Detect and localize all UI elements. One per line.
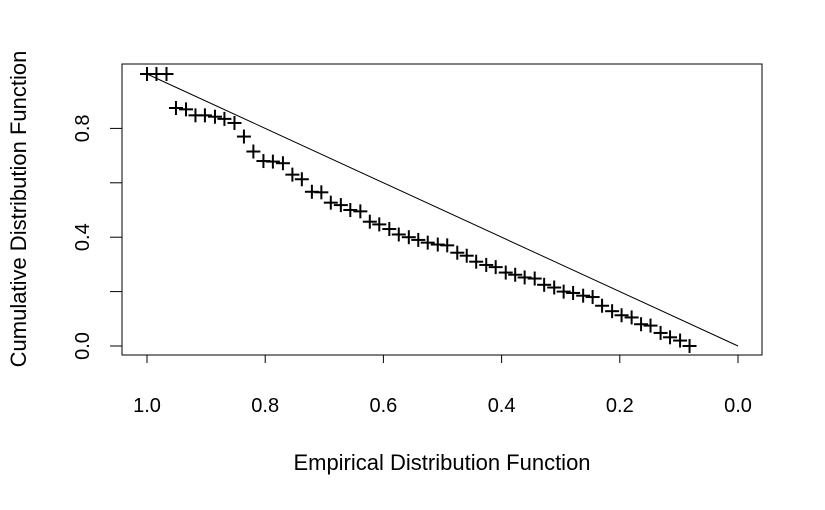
data-point bbox=[285, 167, 300, 182]
x-tick-label: 0.2 bbox=[606, 395, 634, 417]
data-point bbox=[333, 198, 348, 213]
data-point bbox=[508, 267, 523, 282]
data-point bbox=[517, 270, 532, 285]
y-tick-label: 0.4 bbox=[72, 223, 94, 251]
x-tick-label: 1.0 bbox=[133, 395, 161, 417]
data-point bbox=[159, 67, 174, 81]
y-axis-label: Cumulative Distribution Function bbox=[6, 51, 31, 368]
data-point bbox=[217, 111, 232, 126]
x-axis: 1.0 0.8 0.6 0.4 0.2 0.0 bbox=[133, 354, 752, 417]
reference-line bbox=[146, 73, 739, 347]
data-point bbox=[227, 115, 242, 130]
x-tick-label: 0.6 bbox=[369, 395, 397, 417]
data-point bbox=[197, 108, 212, 123]
data-point bbox=[682, 339, 697, 353]
reference-line-layer bbox=[146, 73, 739, 347]
data-point bbox=[643, 318, 658, 333]
data-point bbox=[420, 235, 435, 250]
data-point bbox=[275, 156, 290, 171]
data-point bbox=[168, 101, 183, 115]
data-point bbox=[488, 260, 503, 275]
x-axis-label: Empirical Distribution Function bbox=[293, 450, 590, 475]
data-point bbox=[314, 185, 329, 200]
data-point bbox=[391, 227, 406, 242]
data-point bbox=[663, 330, 678, 345]
data-point bbox=[527, 271, 542, 286]
data-point bbox=[207, 109, 222, 124]
data-point bbox=[595, 298, 610, 313]
points-layer bbox=[140, 67, 697, 353]
y-axis: 0.0 0.4 0.8 bbox=[72, 114, 123, 360]
data-point bbox=[372, 217, 387, 232]
data-point bbox=[343, 203, 358, 217]
data-point bbox=[556, 284, 571, 299]
data-point bbox=[673, 333, 688, 348]
data-point bbox=[265, 154, 280, 169]
data-point bbox=[323, 195, 338, 210]
y-tick-label: 0.8 bbox=[72, 114, 94, 142]
data-point bbox=[498, 265, 513, 280]
x-tick-label: 0.8 bbox=[251, 395, 279, 417]
x-tick-label: 0.0 bbox=[724, 395, 752, 417]
data-point bbox=[634, 317, 649, 332]
data-point bbox=[605, 304, 620, 319]
data-point bbox=[236, 129, 251, 144]
data-point bbox=[469, 254, 484, 269]
data-point bbox=[459, 248, 474, 263]
data-point bbox=[479, 257, 494, 272]
y-tick-label: 0.0 bbox=[72, 332, 94, 360]
data-point bbox=[246, 144, 261, 159]
data-point bbox=[585, 290, 600, 305]
data-point bbox=[537, 277, 552, 292]
data-point bbox=[401, 230, 416, 245]
data-point bbox=[450, 245, 465, 260]
data-point bbox=[566, 285, 581, 300]
x-tick-label: 0.4 bbox=[488, 395, 516, 417]
data-point bbox=[576, 288, 591, 303]
data-point bbox=[294, 172, 309, 187]
data-point bbox=[614, 308, 629, 323]
data-point bbox=[653, 325, 668, 340]
data-point bbox=[353, 204, 368, 219]
data-point bbox=[547, 280, 562, 295]
data-point bbox=[179, 102, 194, 117]
data-point bbox=[382, 222, 397, 237]
data-point bbox=[411, 232, 426, 247]
data-point bbox=[362, 214, 377, 229]
data-point bbox=[440, 238, 455, 253]
data-point bbox=[624, 310, 639, 325]
